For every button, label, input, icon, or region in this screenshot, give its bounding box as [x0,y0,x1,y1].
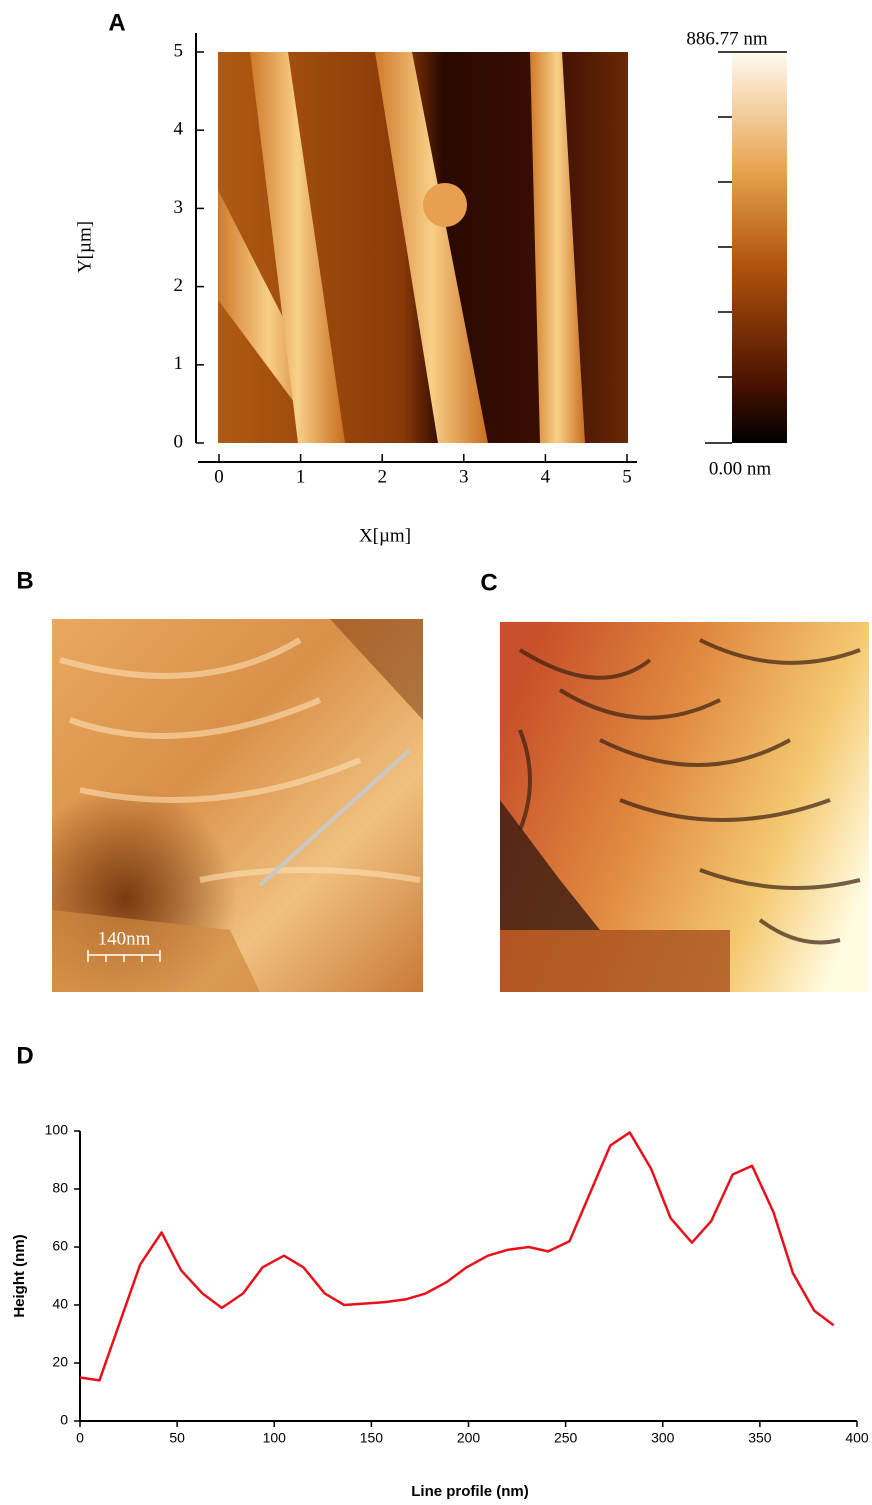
y-axis-label: Height (nm) [11,1234,28,1317]
x-tick-label: 100 [263,1430,287,1446]
y-tick-label: 100 [45,1122,69,1138]
x-tick-label: 0 [76,1430,84,1446]
x-tick-label: 1 [296,466,306,487]
x-tick-label: 300 [651,1430,675,1446]
y-tick-label: 1 [174,353,184,374]
x-tick-label: 350 [748,1430,772,1446]
y-axis-label: Y[µm] [74,221,95,273]
x-tick-label: 250 [554,1430,578,1446]
panel-label: B [16,567,33,594]
panel-label: A [108,9,125,36]
x-axis-label: Line profile (nm) [411,1483,529,1500]
colorbar [732,52,787,443]
x-tick-label: 5 [622,466,632,487]
x-axis-label: X[µm] [359,525,411,546]
x-tick-label: 200 [457,1430,481,1446]
y-tick-label: 0 [60,1412,68,1428]
x-tick-label: 4 [541,466,551,487]
y-tick-label: 20 [52,1354,68,1370]
x-tick-label: 400 [845,1430,869,1446]
x-tick-label: 3 [459,466,469,487]
afm-image [218,52,628,443]
x-tick-label: 50 [169,1430,185,1446]
colorbar-max: 886.77 nm [686,28,768,49]
y-tick-label: 60 [52,1238,68,1254]
y-tick-label: 5 [174,40,184,61]
y-tick-label: 40 [52,1296,68,1312]
y-tick-label: 2 [174,275,184,296]
y-tick-label: 4 [174,119,184,140]
figure: 886.77 nm 0.00 nm X[µm] Y[µm] 140nm Line… [0,0,872,1505]
x-tick-label: 0 [214,466,224,487]
x-tick-label: 150 [360,1430,384,1446]
y-tick-label: 0 [174,431,184,452]
panel-label: D [16,1042,33,1069]
colorbar-min: 0.00 nm [709,458,772,479]
x-tick-label: 2 [377,466,387,487]
scale-bar-label: 140nm [98,928,151,949]
data-line [80,1132,834,1380]
panel-label: C [480,569,497,596]
afm-image-c [500,622,869,992]
y-tick-label: 80 [52,1180,68,1196]
y-tick-label: 3 [174,197,184,218]
